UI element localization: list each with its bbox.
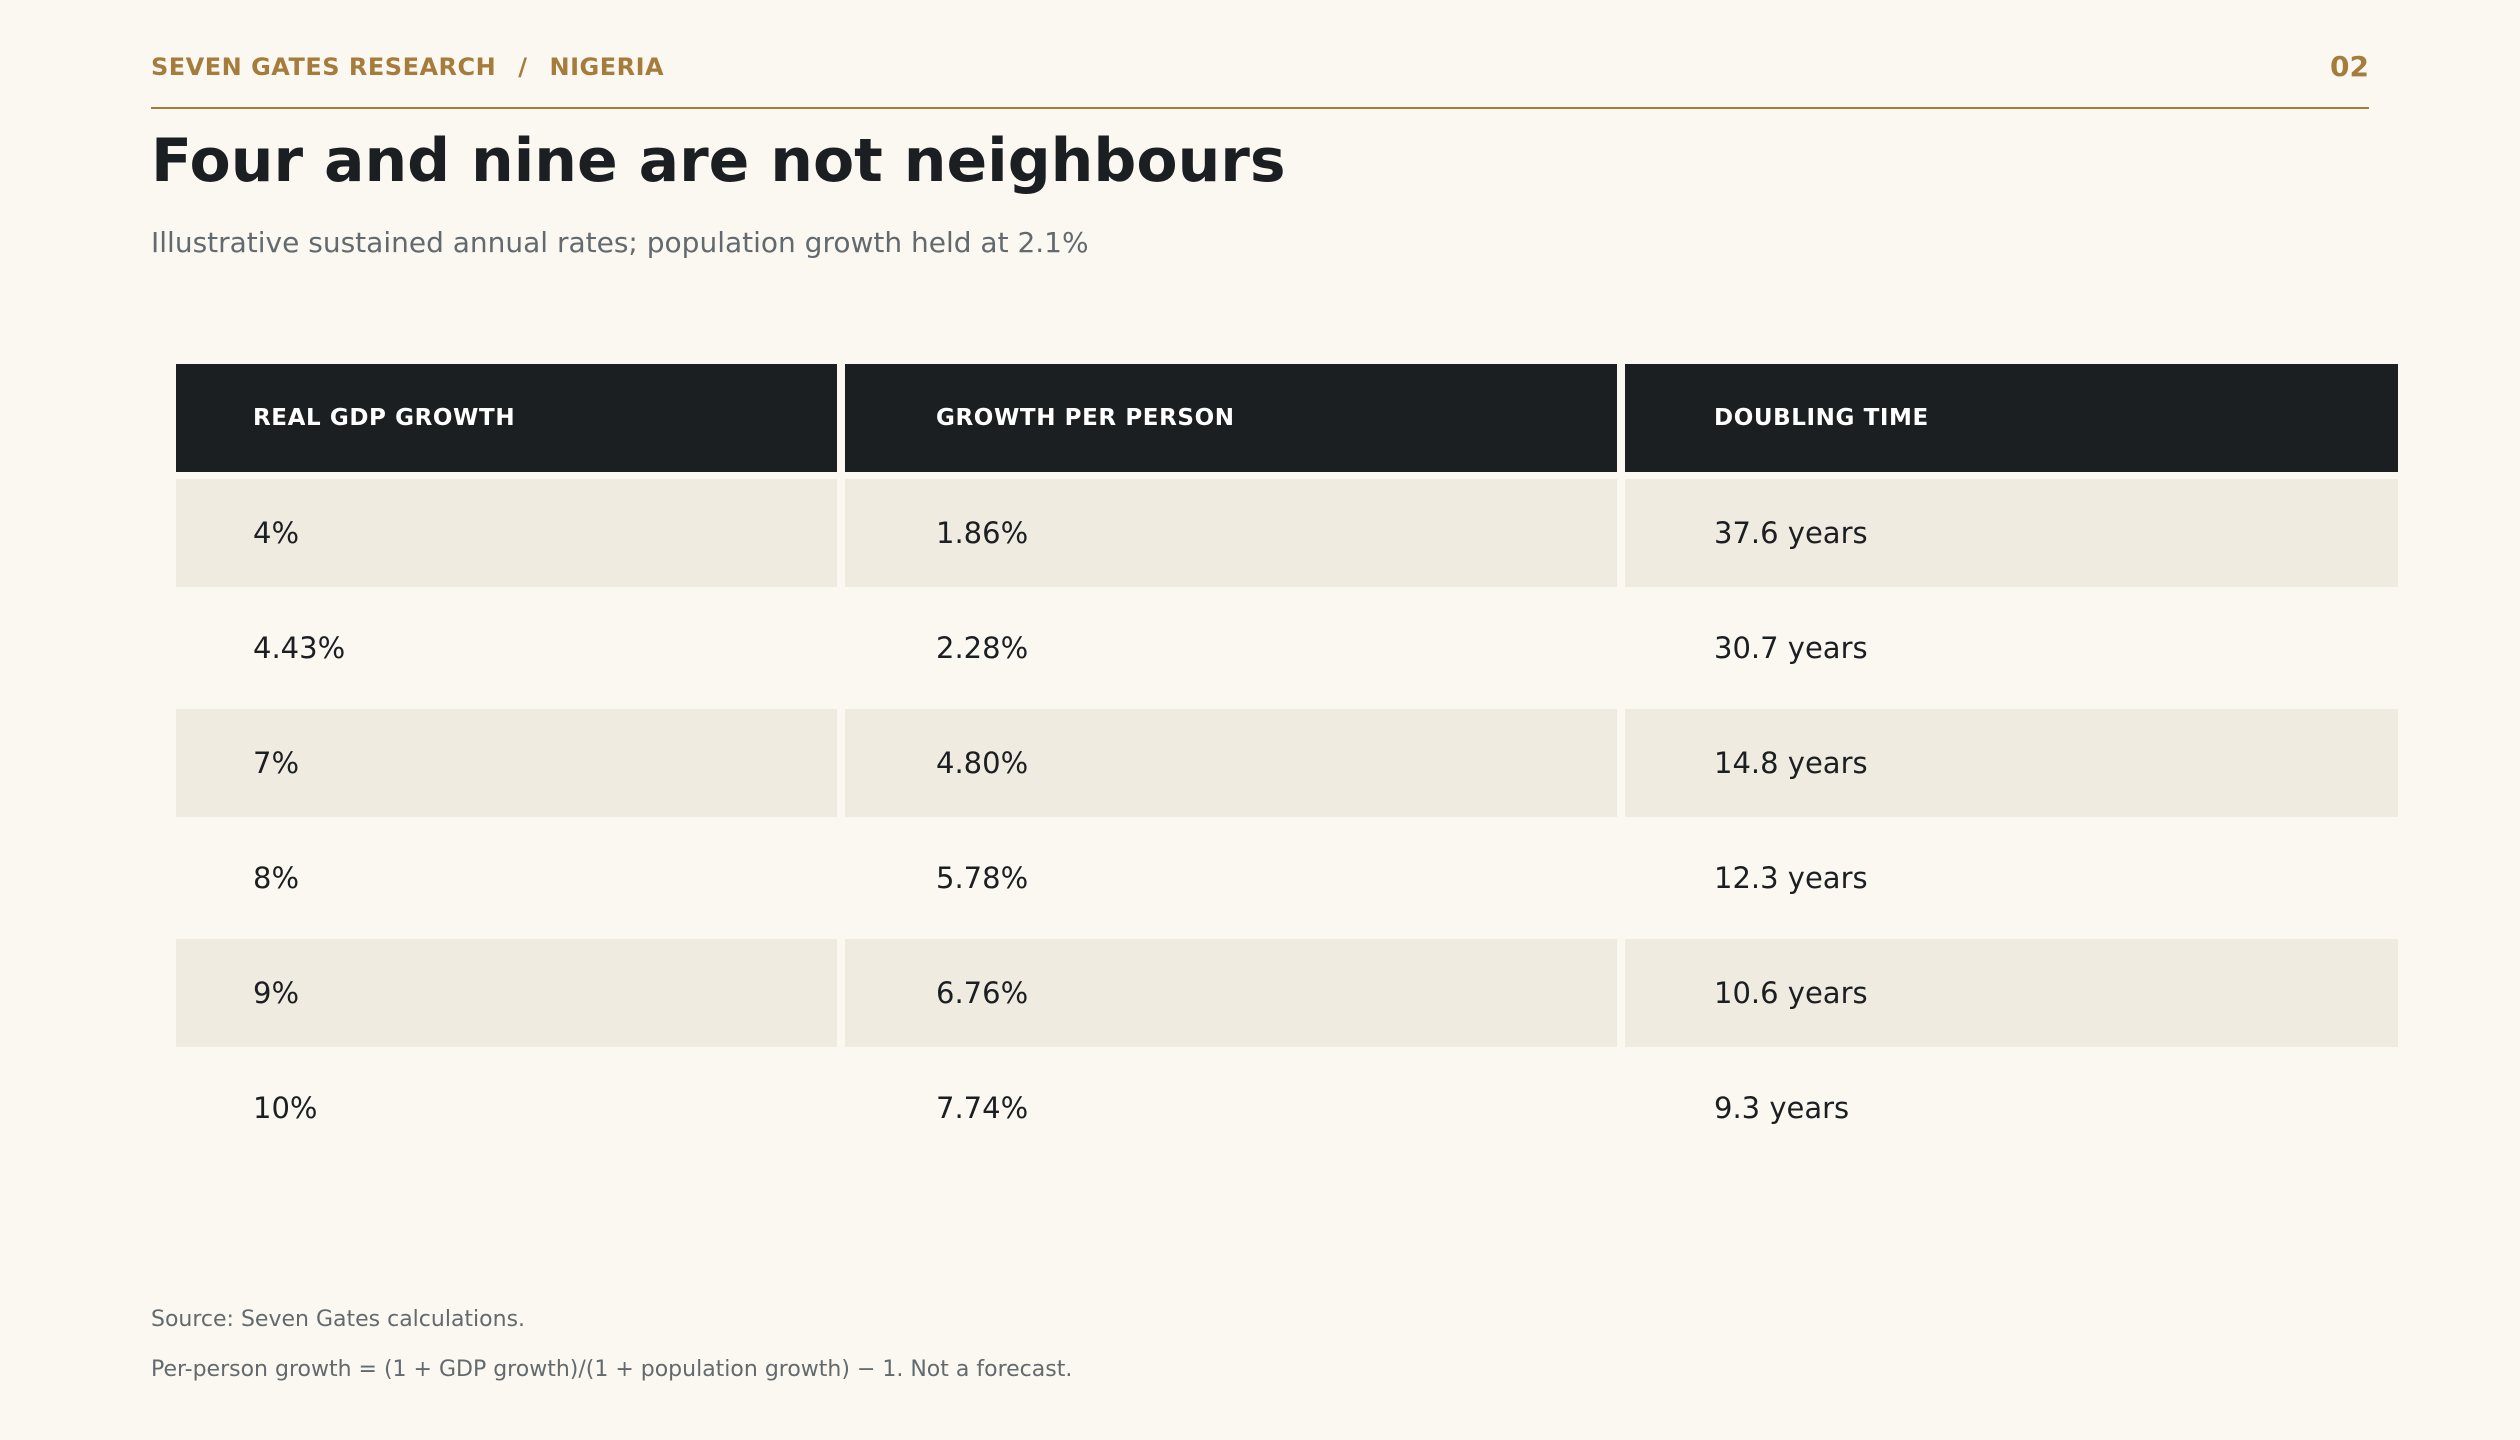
cell-doubling-time: 10.6 years — [1625, 939, 2398, 1047]
method-note: Per-person growth = (1 + GDP growth)/(1 … — [151, 1357, 1073, 1382]
cell-gdp-growth: 9% — [176, 939, 837, 1047]
breadcrumb: SEVEN GATES RESEARCH / NIGERIA — [151, 53, 664, 81]
cell-growth-per-person: 7.74% — [936, 1091, 1029, 1125]
org-name: SEVEN GATES RESEARCH — [151, 53, 497, 81]
cell-growth-per-person: 1.86% — [845, 479, 1617, 587]
cell-growth-per-person: 2.28% — [936, 631, 1029, 665]
cell-gdp-growth: 7% — [176, 709, 837, 817]
column-header-doubling-time: DOUBLING TIME — [1625, 364, 2398, 472]
breadcrumb-separator: / — [518, 53, 528, 81]
table-row: 10% 7.74% 9.3 years — [176, 1054, 2398, 1162]
cell-growth-per-person: 5.78% — [936, 861, 1029, 895]
source-note: Source: Seven Gates calculations. — [151, 1307, 526, 1332]
cell-growth-per-person: 6.76% — [845, 939, 1617, 1047]
growth-table: REAL GDP GROWTH GROWTH PER PERSON DOUBLI… — [176, 364, 2398, 1169]
table-row: 9% 6.76% 10.6 years — [176, 939, 2398, 1047]
table-row: 4% 1.86% 37.6 years — [176, 479, 2398, 587]
cell-gdp-growth: 8% — [253, 861, 300, 895]
top-bar: SEVEN GATES RESEARCH / NIGERIA 02 — [151, 50, 2369, 84]
cell-gdp-growth: 10% — [253, 1091, 318, 1125]
table-header-row: REAL GDP GROWTH GROWTH PER PERSON DOUBLI… — [176, 364, 2398, 472]
table-row: 7% 4.80% 14.8 years — [176, 709, 2398, 817]
cell-gdp-growth: 4% — [176, 479, 837, 587]
header-divider — [151, 107, 2369, 109]
cell-growth-per-person: 4.80% — [845, 709, 1617, 817]
cell-gdp-growth: 4.43% — [253, 631, 346, 665]
country-name: NIGERIA — [549, 53, 665, 81]
cell-doubling-time: 30.7 years — [1714, 631, 1868, 665]
page-number: 02 — [2330, 50, 2369, 83]
cell-doubling-time: 12.3 years — [1714, 861, 1868, 895]
page-subtitle: Illustrative sustained annual rates; pop… — [151, 226, 1089, 259]
column-header-gdp-growth: REAL GDP GROWTH — [176, 364, 837, 472]
table-row: 4.43% 2.28% 30.7 years — [176, 594, 2398, 702]
cell-doubling-time: 14.8 years — [1625, 709, 2398, 817]
table-row: 8% 5.78% 12.3 years — [176, 824, 2398, 932]
cell-doubling-time: 37.6 years — [1625, 479, 2398, 587]
cell-doubling-time: 9.3 years — [1714, 1091, 1850, 1125]
page-title: Four and nine are not neighbours — [151, 126, 1286, 196]
column-header-growth-per-person: GROWTH PER PERSON — [845, 364, 1617, 472]
